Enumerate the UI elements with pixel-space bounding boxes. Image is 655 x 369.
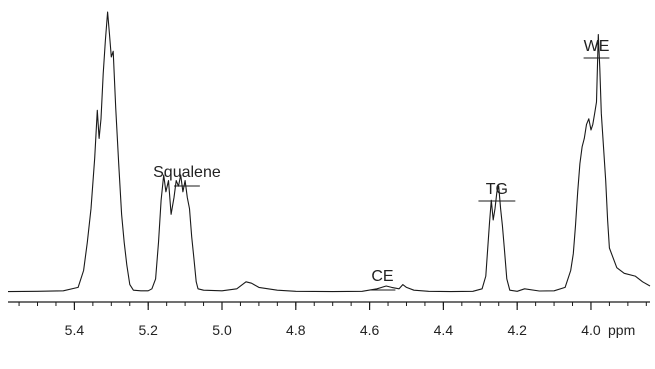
x-tick-label: 4.4 <box>434 322 454 338</box>
peak-label-ce: CE <box>371 268 393 285</box>
x-tick-label: 4.6 <box>360 322 380 338</box>
x-axis: 5.4 5.2 5.0 4.8 4.6 4.4 4.2 4.0 <box>8 301 650 338</box>
x-tick-label: 4.8 <box>286 322 306 338</box>
spectrum-trace-layer <box>7 11 651 293</box>
x-tick-label: 5.2 <box>138 322 158 338</box>
peak-label-squalene: Squalene <box>153 164 221 181</box>
x-tick-label: 4.0 <box>581 322 601 338</box>
x-tick-label: 5.0 <box>212 322 232 338</box>
x-axis-unit-label: ppm <box>608 322 635 338</box>
peak-annotations: Squalene TG CE WE <box>153 38 610 291</box>
x-tick-label: 4.2 <box>507 322 527 338</box>
peak-label-we: WE <box>584 38 610 55</box>
x-tick-label: 5.4 <box>65 322 85 338</box>
peak-label-tg: TG <box>486 181 508 198</box>
spectrum-trace-0 <box>7 11 651 293</box>
